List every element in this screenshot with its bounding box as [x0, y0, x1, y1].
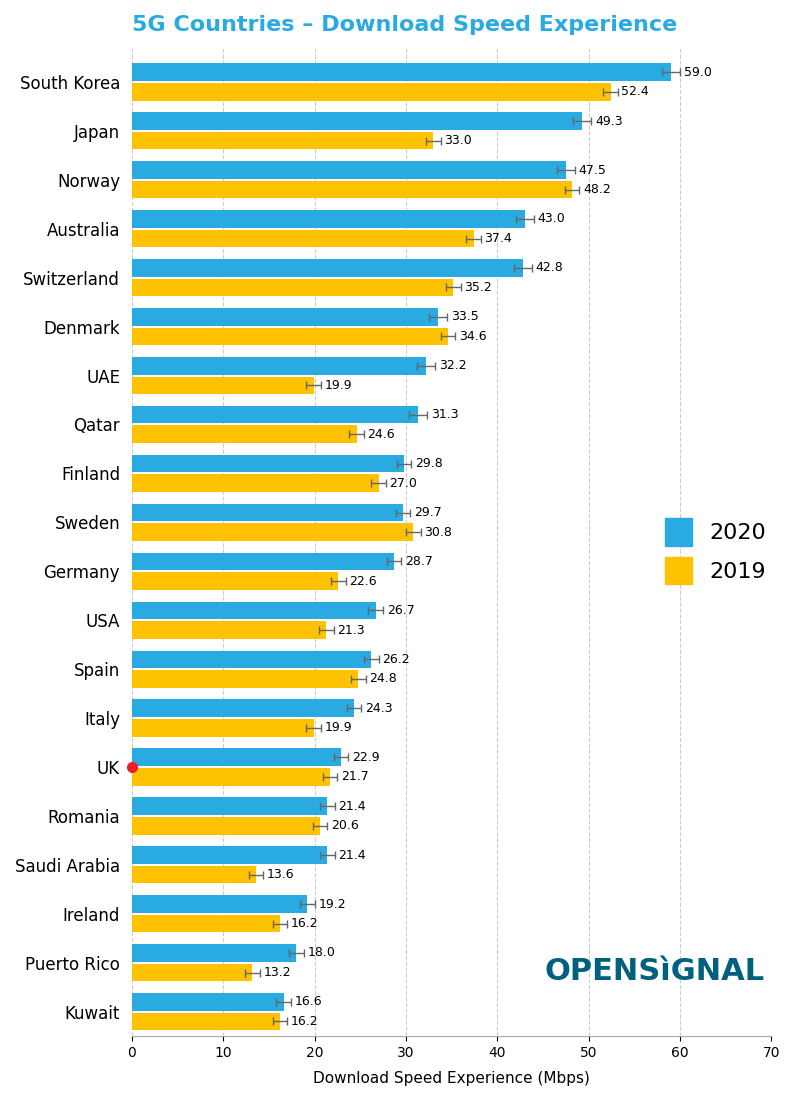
Text: 16.6: 16.6 — [294, 995, 322, 1009]
Bar — [132, 406, 418, 424]
Legend: 2020, 2019: 2020, 2019 — [665, 519, 766, 584]
Bar — [132, 83, 611, 100]
Text: 21.4: 21.4 — [339, 799, 366, 813]
Text: 13.2: 13.2 — [263, 966, 291, 979]
Bar — [132, 259, 523, 276]
Text: OPENSìGNAL: OPENSìGNAL — [545, 958, 765, 986]
Text: 34.6: 34.6 — [459, 330, 487, 342]
Text: 20.6: 20.6 — [331, 819, 359, 832]
Bar — [132, 1013, 280, 1031]
Bar — [132, 915, 280, 933]
Bar — [132, 817, 320, 835]
Bar — [132, 357, 426, 374]
Bar — [132, 993, 284, 1011]
Text: 22.6: 22.6 — [349, 575, 377, 588]
Bar — [132, 963, 253, 981]
Text: 37.4: 37.4 — [484, 232, 512, 246]
Bar — [132, 573, 339, 590]
Text: 33.5: 33.5 — [451, 310, 479, 324]
Bar — [132, 377, 314, 394]
Bar — [132, 768, 330, 786]
Bar — [132, 279, 453, 296]
Text: 26.2: 26.2 — [382, 653, 409, 666]
Text: 47.5: 47.5 — [579, 164, 607, 176]
Text: 52.4: 52.4 — [622, 85, 650, 98]
Bar — [132, 865, 256, 883]
Text: 48.2: 48.2 — [583, 183, 611, 196]
Bar — [132, 671, 359, 688]
Text: 49.3: 49.3 — [595, 115, 622, 128]
Bar — [132, 601, 376, 619]
Text: 32.2: 32.2 — [439, 359, 467, 372]
Text: 30.8: 30.8 — [425, 525, 452, 538]
Text: 31.3: 31.3 — [431, 408, 458, 422]
Text: 5G Countries – Download Speed Experience: 5G Countries – Download Speed Experience — [132, 15, 677, 35]
Text: 33.0: 33.0 — [444, 134, 472, 148]
Bar — [132, 504, 403, 522]
Text: 42.8: 42.8 — [536, 261, 564, 274]
Bar — [132, 308, 438, 326]
Text: 26.7: 26.7 — [386, 604, 414, 617]
Text: 18.0: 18.0 — [308, 947, 335, 959]
Bar — [132, 895, 308, 913]
Bar — [132, 328, 448, 346]
Bar — [132, 161, 566, 178]
Bar — [132, 132, 433, 150]
Bar — [132, 181, 572, 198]
Bar — [132, 230, 474, 248]
Bar — [132, 719, 314, 737]
Text: 27.0: 27.0 — [390, 477, 417, 490]
Bar — [132, 699, 354, 717]
Bar — [132, 749, 341, 766]
Text: 29.8: 29.8 — [415, 457, 443, 470]
Text: 16.2: 16.2 — [291, 917, 319, 930]
Text: 24.8: 24.8 — [370, 673, 398, 686]
Text: 24.3: 24.3 — [365, 701, 393, 715]
Bar — [132, 553, 394, 570]
Text: 28.7: 28.7 — [405, 555, 433, 568]
Text: 13.6: 13.6 — [267, 869, 295, 881]
Bar — [132, 797, 328, 815]
Bar — [132, 651, 371, 668]
Text: 22.9: 22.9 — [352, 751, 380, 764]
Text: 43.0: 43.0 — [537, 212, 565, 226]
X-axis label: Download Speed Experience (Mbps): Download Speed Experience (Mbps) — [313, 1071, 590, 1086]
Text: 21.7: 21.7 — [341, 771, 369, 783]
Text: 19.9: 19.9 — [324, 721, 352, 734]
Bar — [132, 425, 357, 443]
Bar — [132, 455, 404, 472]
Text: 35.2: 35.2 — [464, 281, 492, 294]
Bar — [132, 523, 413, 541]
Text: 19.2: 19.2 — [318, 897, 346, 911]
Bar — [132, 210, 525, 228]
Bar — [132, 945, 297, 962]
Bar — [132, 847, 328, 864]
Text: 24.6: 24.6 — [367, 428, 395, 440]
Bar — [132, 475, 378, 492]
Text: 16.2: 16.2 — [291, 1015, 319, 1028]
Bar — [132, 621, 327, 639]
Bar — [132, 112, 582, 130]
Text: 29.7: 29.7 — [414, 506, 442, 519]
Text: 21.3: 21.3 — [337, 623, 365, 636]
Bar — [132, 64, 671, 81]
Text: 21.4: 21.4 — [339, 849, 366, 862]
Text: 19.9: 19.9 — [324, 379, 352, 392]
Text: 59.0: 59.0 — [684, 66, 712, 78]
